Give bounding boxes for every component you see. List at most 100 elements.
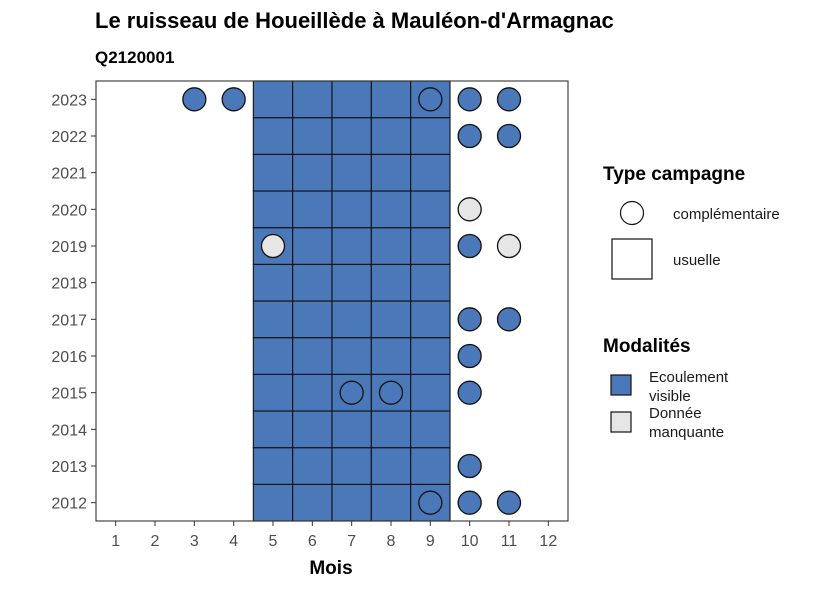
x-axis-title: Mois bbox=[309, 558, 352, 579]
x-tick-label: 5 bbox=[269, 533, 278, 550]
legend-type-label-complementaire: complémentaire bbox=[673, 206, 780, 223]
plot-area bbox=[95, 80, 569, 522]
tile-2017-5 bbox=[252, 300, 294, 339]
x-tick-label: 1 bbox=[111, 533, 120, 550]
tile-2012-7 bbox=[331, 483, 372, 522]
point-2017-10 bbox=[457, 307, 482, 332]
x-tick-label: 4 bbox=[229, 533, 238, 550]
y-tick-label: 2013 bbox=[51, 459, 87, 476]
point-2023-11 bbox=[496, 87, 522, 112]
tile-2014-5 bbox=[252, 410, 294, 449]
tile-2021-9 bbox=[410, 153, 451, 192]
tile-2013-9 bbox=[410, 447, 451, 485]
legend-square-key bbox=[611, 238, 653, 280]
y-tick-label: 2012 bbox=[51, 496, 87, 513]
tile-2019-6 bbox=[292, 227, 333, 265]
chart-title: Le ruisseau de Houeillède à Mauléon-d'Ar… bbox=[95, 8, 614, 33]
tile-2013-6 bbox=[292, 447, 333, 485]
y-tick-label: 2020 bbox=[51, 202, 87, 219]
legend-key-donnee-manquante bbox=[610, 411, 632, 433]
legend-label-manquante-line2: manquante bbox=[649, 424, 724, 441]
tile-2014-7 bbox=[331, 410, 372, 449]
tile-2020-9 bbox=[410, 190, 451, 229]
tile-2015-5 bbox=[252, 373, 294, 412]
chart-subtitle: Q2120001 bbox=[95, 48, 174, 67]
tiles-layer bbox=[252, 80, 451, 522]
tile-2023-8 bbox=[370, 80, 412, 119]
legend-key-ecoulement-visible bbox=[610, 374, 632, 396]
tile-2021-5 bbox=[252, 153, 294, 192]
tile-2018-5 bbox=[252, 263, 294, 302]
point-2023-9 bbox=[418, 87, 443, 112]
legend-type-label-usuelle: usuelle bbox=[673, 252, 721, 269]
legend-modalite-title: Modalités bbox=[603, 336, 691, 357]
plot-frame bbox=[95, 80, 569, 522]
point-2015-10 bbox=[457, 380, 482, 405]
tile-2012-5 bbox=[252, 483, 294, 522]
tile-2017-9 bbox=[410, 300, 451, 339]
point-2012-11 bbox=[496, 490, 522, 515]
tile-2020-8 bbox=[370, 190, 412, 229]
tile-2016-7 bbox=[331, 337, 372, 375]
tile-2017-6 bbox=[292, 300, 333, 339]
tile-2021-7 bbox=[331, 153, 372, 192]
point-2023-4 bbox=[221, 87, 246, 112]
tile-2019-8 bbox=[370, 227, 412, 265]
x-tick-label: 3 bbox=[190, 533, 199, 550]
points-layer bbox=[182, 87, 522, 515]
tile-2013-5 bbox=[252, 447, 294, 485]
tile-2016-9 bbox=[410, 337, 451, 375]
point-2016-10 bbox=[457, 343, 482, 369]
tile-2020-6 bbox=[292, 190, 333, 229]
tile-2018-6 bbox=[292, 263, 333, 302]
point-2019-5 bbox=[260, 233, 286, 259]
tile-2022-7 bbox=[331, 117, 372, 155]
tile-2016-6 bbox=[292, 337, 333, 375]
point-2020-10 bbox=[457, 197, 482, 222]
tile-2013-8 bbox=[370, 447, 412, 485]
tile-2022-6 bbox=[292, 117, 333, 155]
point-2012-9 bbox=[418, 490, 443, 515]
y-tick-label: 2017 bbox=[51, 312, 87, 329]
legend: Type campagne complémentaire usuelle Mod… bbox=[603, 164, 780, 441]
tile-2017-7 bbox=[331, 300, 372, 339]
tile-2016-8 bbox=[370, 337, 412, 375]
tile-2018-9 bbox=[410, 263, 451, 302]
x-tick-label: 11 bbox=[501, 533, 518, 550]
tile-2023-6 bbox=[292, 80, 333, 119]
tile-2020-5 bbox=[252, 190, 294, 229]
tile-2015-6 bbox=[292, 373, 333, 412]
x-tick-label: 10 bbox=[461, 533, 479, 550]
tile-2019-9 bbox=[410, 227, 451, 265]
tile-2014-9 bbox=[410, 410, 451, 449]
point-2023-3 bbox=[182, 87, 207, 112]
legend-label-ecoulement-line1: Ecoulement bbox=[649, 369, 729, 386]
legend-circle-key bbox=[619, 200, 645, 226]
point-2013-10 bbox=[457, 453, 482, 479]
legend-label-ecoulement-visible: Ecoulement visible bbox=[649, 369, 732, 405]
x-tick-label: 8 bbox=[387, 533, 396, 550]
y-tick-label: 2018 bbox=[51, 276, 87, 293]
tile-2013-7 bbox=[331, 447, 372, 485]
y-tick-label: 2014 bbox=[51, 422, 87, 439]
y-tick-label: 2022 bbox=[51, 129, 87, 146]
tile-2020-7 bbox=[331, 190, 372, 229]
tile-2023-7 bbox=[331, 80, 372, 119]
tile-2012-6 bbox=[292, 483, 333, 522]
point-2022-11 bbox=[496, 123, 522, 149]
tile-2012-8 bbox=[370, 483, 412, 522]
point-2017-11 bbox=[496, 307, 522, 332]
point-2015-8 bbox=[378, 380, 404, 405]
tile-2014-6 bbox=[292, 410, 333, 449]
y-tick-label: 2016 bbox=[51, 349, 87, 366]
tile-2021-6 bbox=[292, 153, 333, 192]
legend-label-ecoulement-line2: visible bbox=[649, 388, 691, 405]
x-tick-label: 2 bbox=[151, 533, 160, 550]
tile-2023-5 bbox=[252, 80, 294, 119]
y-tick-label: 2023 bbox=[51, 92, 87, 109]
tile-2015-9 bbox=[410, 373, 451, 412]
x-tick-label: 9 bbox=[426, 533, 435, 550]
tile-2022-9 bbox=[410, 117, 451, 155]
point-2023-10 bbox=[457, 87, 482, 112]
